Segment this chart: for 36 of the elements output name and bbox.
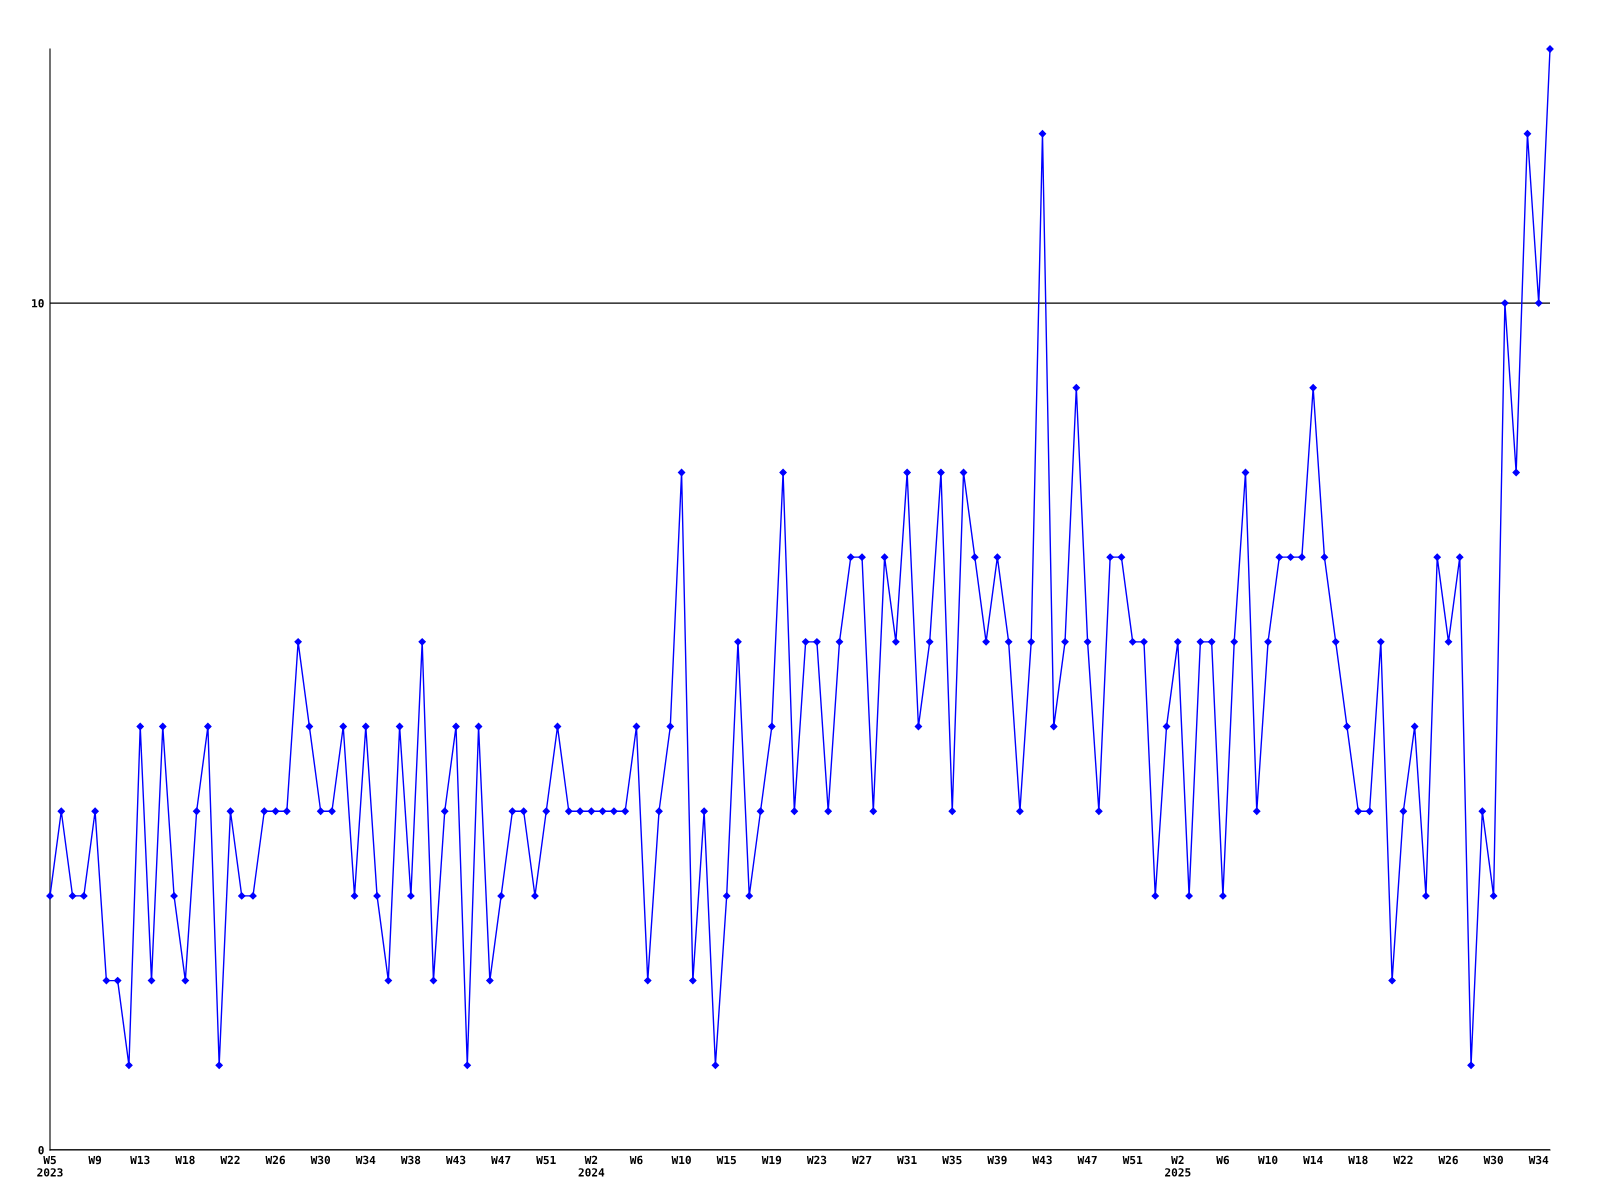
x-tick-label: W34 (355, 1155, 376, 1165)
x-tick-label: W5 2023 (37, 1155, 63, 1177)
x-tick-label: W47 (1077, 1155, 1097, 1164)
x-tick-label: W10 (671, 1155, 691, 1165)
x-tick-label: W39 (987, 1155, 1007, 1165)
x-tick-label: W51 (1122, 1155, 1143, 1165)
x-tick-label: W18 (175, 1155, 195, 1165)
x-tick-label: W14 (1303, 1155, 1323, 1164)
x-tick-label: W19 (761, 1155, 782, 1165)
x-tick-label: W18 (1348, 1155, 1368, 1165)
y-tick-label: 10 (32, 299, 44, 308)
y-tick-label: 0 (38, 1145, 44, 1155)
x-tick-label: W30 (310, 1155, 331, 1165)
x-tick-label: W30 (1483, 1155, 1503, 1165)
x-tick-label: W27 (852, 1155, 872, 1164)
x-tick-label: W13 (130, 1155, 150, 1165)
x-tick-label: W6 (1216, 1155, 1230, 1165)
x-tick-label: W47 (491, 1155, 511, 1164)
x-tick-label: W22 (1393, 1155, 1413, 1164)
x-tick-label: W2 2025 (1165, 1155, 1191, 1177)
x-tick-label: W23 (806, 1155, 827, 1165)
x-tick-label: W51 (536, 1155, 556, 1165)
x-tick-label: W31 (897, 1155, 917, 1165)
x-tick-label: W9 (88, 1155, 102, 1165)
x-tick-label: W26 (265, 1155, 285, 1165)
x-tick-label: W2 2024 (578, 1155, 605, 1177)
x-tick-label: W38 (400, 1155, 421, 1165)
x-tick-label: W35 (942, 1155, 962, 1165)
x-tick-label: W26 (1438, 1155, 1458, 1165)
x-tick-label: W43 (445, 1155, 466, 1165)
x-tick-label: W22 (220, 1155, 240, 1164)
x-tick-label: W6 (629, 1155, 643, 1165)
x-tick-label: W10 (1258, 1155, 1278, 1165)
x-tick-label: W43 (1032, 1155, 1052, 1165)
x-tick-label: W34 (1528, 1155, 1549, 1165)
x-tick-label: W15 (716, 1155, 736, 1165)
